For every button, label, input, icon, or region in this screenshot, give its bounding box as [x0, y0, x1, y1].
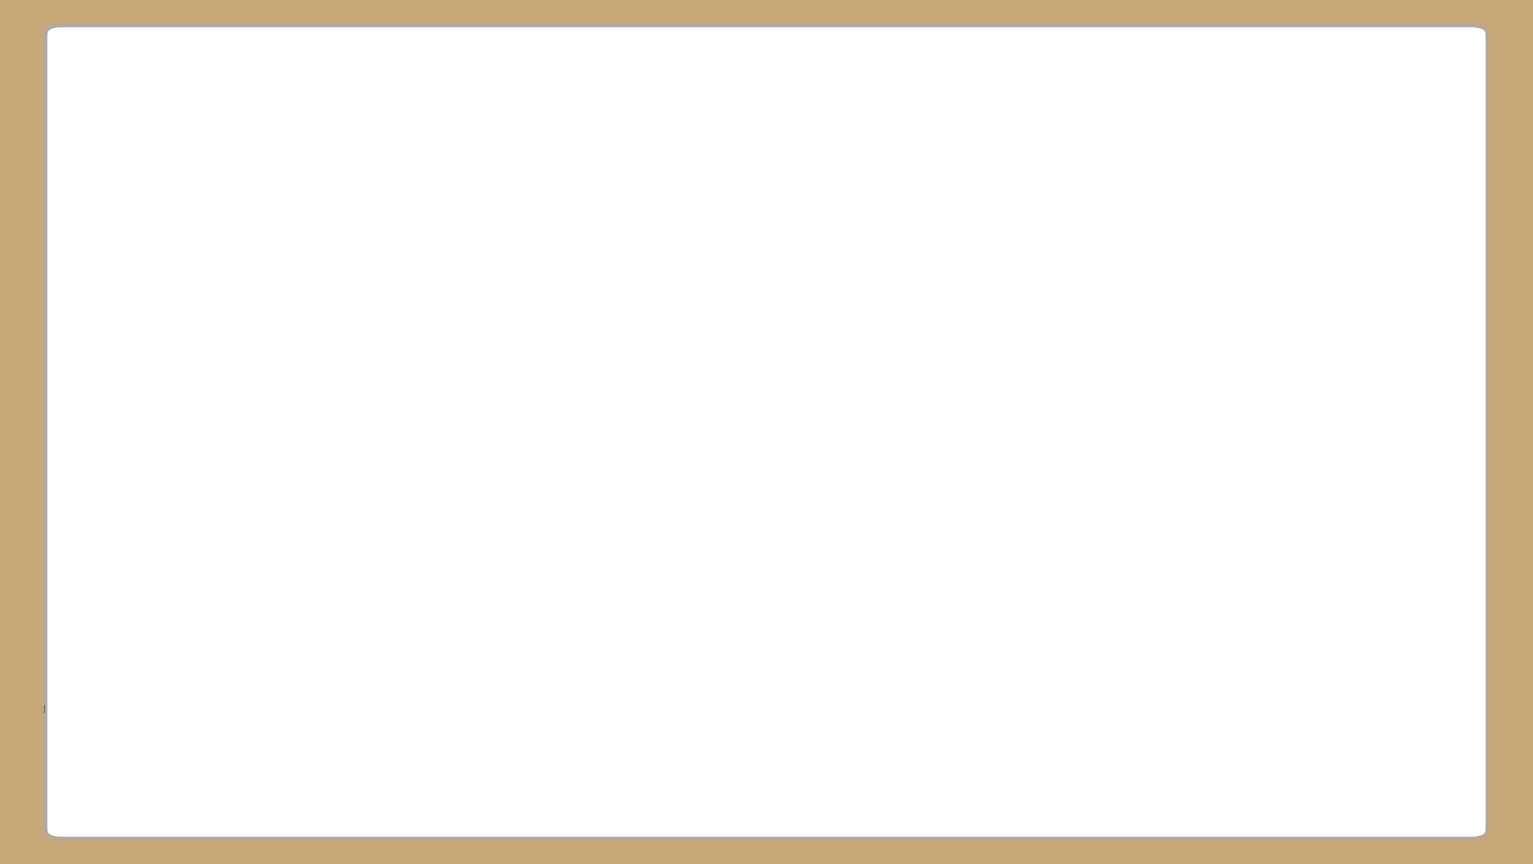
Text: кодон: кодон — [210, 751, 254, 765]
Circle shape — [586, 678, 655, 746]
Text: триплету на и–РНК: триплету на и–РНК — [855, 227, 1093, 251]
FancyBboxPatch shape — [840, 134, 1180, 299]
Text: 1 2 3: 1 2 3 — [215, 736, 250, 750]
Text: 61 тип: 61 тип — [944, 462, 1027, 486]
Text: A U C: A U C — [213, 722, 251, 736]
Circle shape — [54, 767, 97, 811]
Text: Существует: Существует — [793, 462, 943, 486]
Text: U A G: U A G — [213, 686, 251, 700]
Text: ГУЦ: ГУЦ — [589, 140, 635, 164]
Text: Акцепторный конец –: Акцепторный конец – — [429, 666, 760, 692]
Text: т-РНК с разными: т-РНК с разными — [773, 497, 981, 521]
Text: вал: вал — [602, 703, 638, 721]
Text: 5': 5' — [245, 257, 259, 271]
Circle shape — [1446, 60, 1475, 88]
Text: иРНК 5': иРНК 5' — [43, 702, 97, 716]
Text: антикодон: антикодон — [193, 655, 271, 669]
Circle shape — [71, 784, 80, 794]
FancyBboxPatch shape — [754, 434, 1134, 599]
Circle shape — [599, 334, 639, 374]
Text: т-РНК: т-РНК — [704, 33, 829, 75]
Circle shape — [602, 451, 638, 487]
Text: 3': 3' — [376, 702, 388, 716]
Text: антикодонами: антикодонами — [773, 532, 954, 556]
Text: *: * — [773, 460, 788, 488]
Text: тРНК: тРНК — [124, 265, 172, 283]
Text: присоединяет аминокислоту: присоединяет аминокислоту — [429, 696, 835, 722]
Text: Кодовый  триплет: Кодовый триплет — [540, 105, 820, 132]
Circle shape — [61, 60, 89, 88]
Circle shape — [61, 775, 89, 803]
Text: (антикодон): (антикодон) — [760, 106, 931, 132]
Circle shape — [54, 52, 97, 96]
Circle shape — [71, 69, 80, 79]
Text: комплементарен: комплементарен — [855, 192, 1067, 216]
Text: Антикодон т-РНК: Антикодон т-РНК — [855, 157, 1093, 181]
Circle shape — [1446, 775, 1475, 803]
Text: 3 2 1: 3 2 1 — [215, 672, 250, 686]
Circle shape — [1455, 784, 1466, 794]
Text: 3': 3' — [213, 219, 227, 233]
Circle shape — [1438, 767, 1482, 811]
Circle shape — [1438, 52, 1482, 96]
Circle shape — [598, 397, 642, 441]
Circle shape — [1455, 69, 1466, 79]
